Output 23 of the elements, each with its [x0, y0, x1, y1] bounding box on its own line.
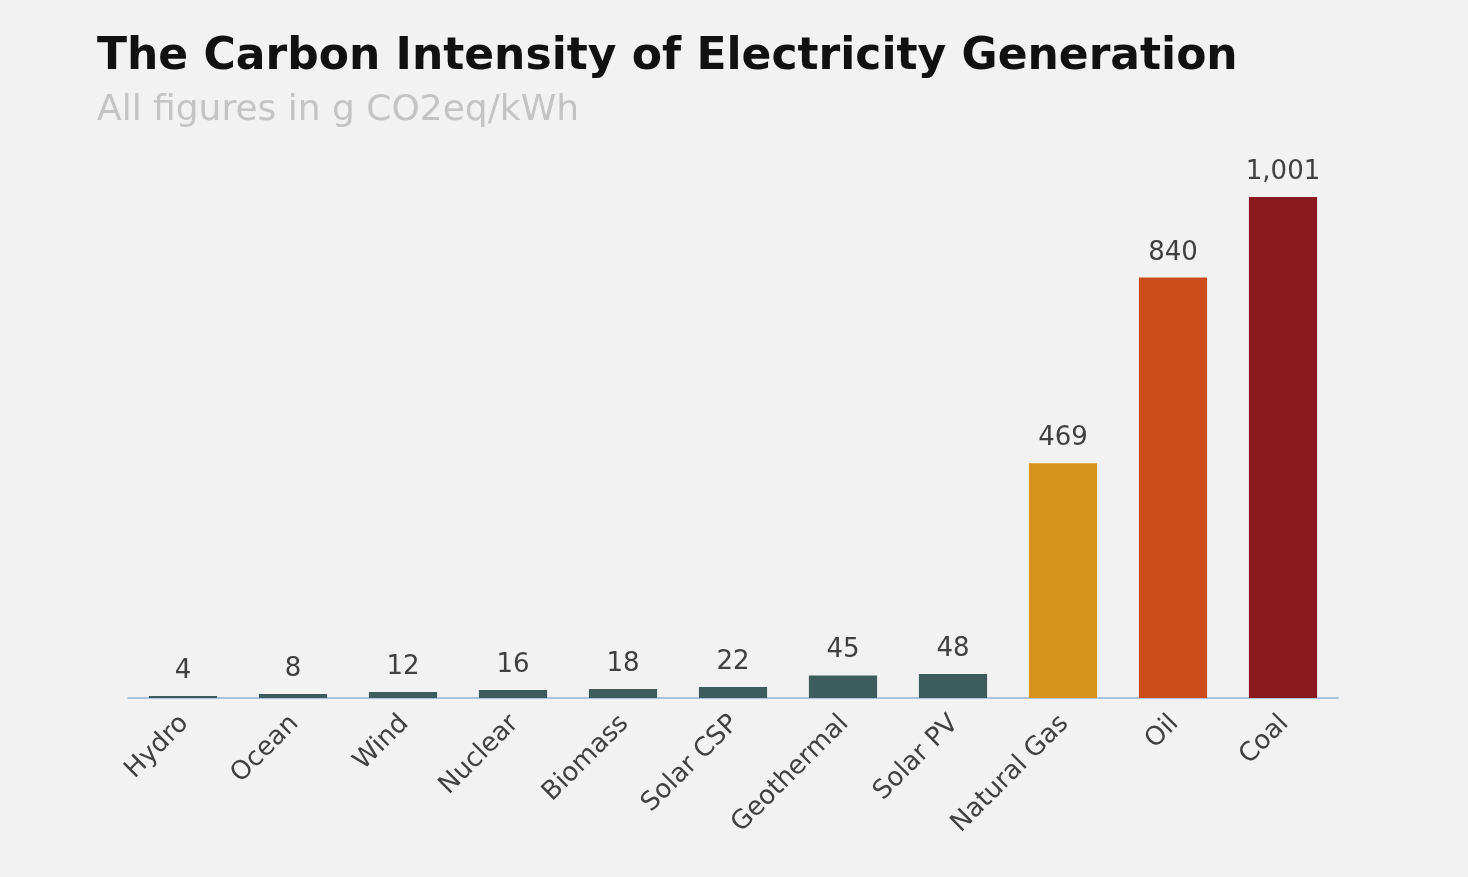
data-label: 45	[826, 633, 860, 664]
bar	[1248, 197, 1318, 698]
bar	[588, 688, 658, 698]
data-label: 16	[496, 647, 530, 678]
bar	[698, 686, 768, 698]
bar	[918, 673, 988, 698]
data-label: 1,001	[1245, 155, 1321, 185]
data-label: 8	[284, 652, 302, 682]
bar	[368, 691, 438, 698]
bar	[1028, 463, 1098, 698]
chart-title: The Carbon Intensity of Electricity Generation	[97, 27, 1238, 79]
data-label: 4	[174, 654, 192, 684]
bar	[258, 694, 328, 698]
bar	[1138, 277, 1208, 698]
data-label: 12	[386, 649, 420, 680]
data-label: 48	[936, 631, 970, 662]
data-label: 469	[1038, 421, 1088, 452]
bar	[478, 689, 548, 698]
bar	[808, 675, 878, 698]
data-label: 840	[1148, 235, 1198, 266]
x-tick-label: Oil	[1137, 707, 1184, 754]
data-label: 22	[716, 644, 750, 675]
data-label: 18	[606, 646, 640, 677]
